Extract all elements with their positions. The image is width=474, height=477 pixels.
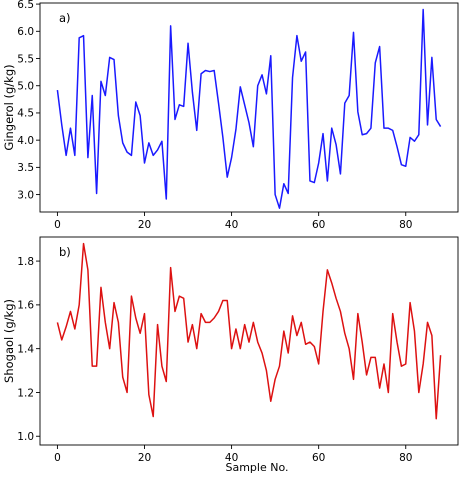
shogaol-y-tick-label: 1.0 [17,431,34,443]
shogaol-y-tick-label: 1.2 [17,387,34,399]
gingerol-y-axis-label: Gingerol (g/kg) [2,64,16,150]
shogaol-panel-label: b) [59,245,71,259]
figure-xlabel: Sample No. [225,461,288,474]
shogaol-y-tick-label: 1.6 [17,300,34,312]
gingerol-y-tick-label: 6.5 [17,0,34,11]
gingerol-y-tick-label: 4.5 [17,108,34,120]
gingerol-x-tick-label: 40 [225,219,238,231]
gingerol-panel: 0 20 40 60 80 3.0 3.5 4.0 4.5 5.0 5.5 6.0 6.5 a) Ginge… [2,0,459,231]
gingerol-series-line [56,8,442,209]
gingerol-y-tick-label: 3.0 [17,189,34,201]
shogaol-x-tick-label: 20 [138,452,151,464]
gingerol-y-tick-label: 5.0 [17,81,34,93]
shogaol-series-line [56,242,442,420]
gingerol-x-tick-label: 60 [312,219,325,231]
shogaol-x-tick-label: 40 [225,452,238,464]
shogaol-y-tick-label: 1.4 [17,343,34,355]
gingerol-y-tick-label: 3.5 [17,162,34,174]
shogaol-x-tick-label: 0 [54,452,61,464]
gingerol-panel-label: a) [59,11,71,25]
gingerol-plot-frame [39,2,459,213]
shogaol-x-tick-label: 60 [312,452,325,464]
shogaol-x-tick-label: 80 [399,452,412,464]
shogaol-panel: 0 20 40 60 80 1.0 1.2 1.4 1.6 1.8 b) Shogaol (g/kg) [2,236,459,464]
gingerol-y-tick-label: 5.5 [17,53,34,65]
shogaol-y-tick-label: 1.8 [17,256,34,268]
gingerol-x-tick-label: 80 [399,219,412,231]
shogaol-y-axis-label: Shogaol (g/kg) [2,299,16,383]
shogaol-plot-frame [39,236,459,446]
gingerol-x-tick-label: 20 [138,219,151,231]
gingerol-y-tick-label: 6.0 [17,26,34,38]
gingerol-y-tick-label: 4.0 [17,135,34,147]
gingerol-x-tick-label: 0 [54,219,61,231]
